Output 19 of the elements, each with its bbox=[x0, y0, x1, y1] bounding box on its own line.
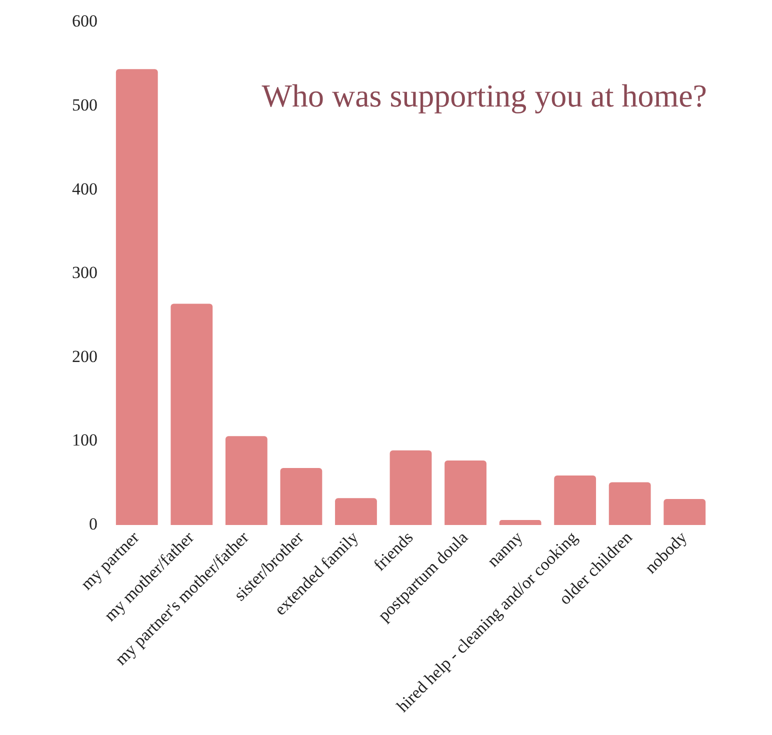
bar bbox=[664, 499, 706, 525]
text: Who was supporting you at home? bbox=[262, 78, 707, 114]
y-tick-label: 100 bbox=[72, 430, 98, 450]
bar bbox=[170, 304, 213, 525]
y-tick-label: 400 bbox=[72, 179, 98, 198]
y-tick-label: 300 bbox=[72, 263, 98, 282]
y-tick-label: 500 bbox=[72, 95, 98, 114]
bar bbox=[608, 482, 651, 525]
bar bbox=[554, 476, 596, 525]
bar bbox=[116, 69, 158, 525]
bar bbox=[444, 460, 486, 525]
bar bbox=[390, 450, 432, 525]
bar bbox=[335, 498, 377, 525]
bar bbox=[225, 436, 268, 525]
y-tick-label: 0 bbox=[89, 514, 98, 534]
y-tick-label: 600 bbox=[72, 12, 98, 31]
bar bbox=[499, 520, 542, 525]
bar bbox=[280, 468, 322, 525]
y-tick-label: 200 bbox=[72, 346, 98, 366]
